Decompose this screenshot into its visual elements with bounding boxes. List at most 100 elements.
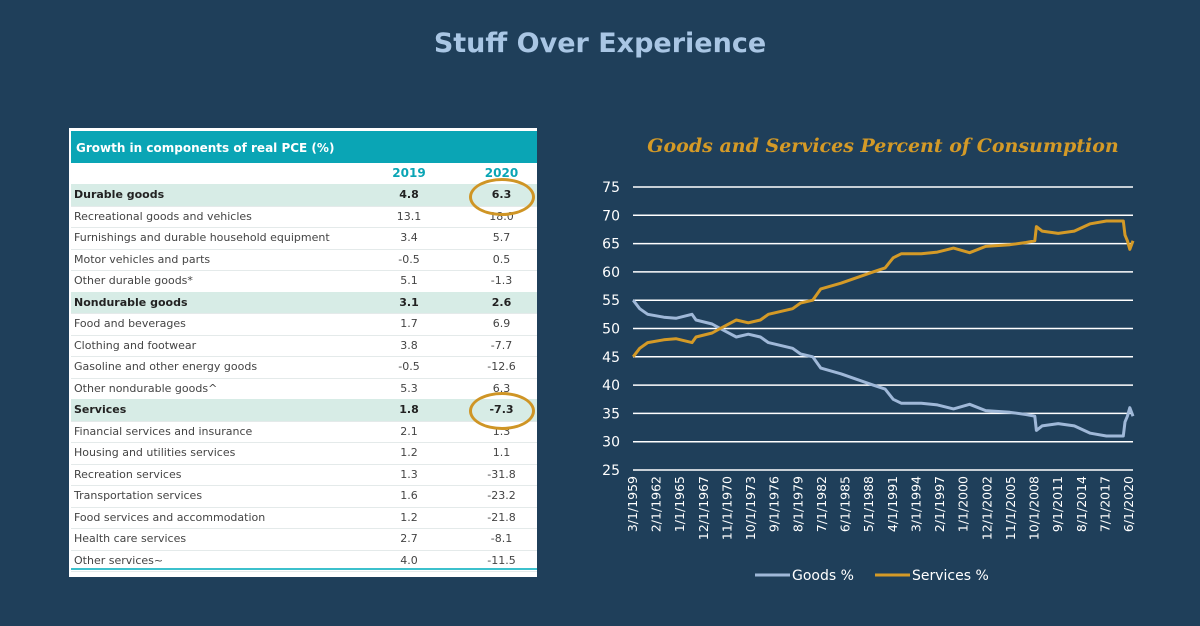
value-2019: 1.3	[400, 467, 418, 481]
value-2020: -21.8	[487, 510, 516, 524]
y-tick-label: 30	[602, 435, 620, 451]
table-title: Growth in components of real PCE (%)	[71, 131, 537, 163]
x-tick-label: 8/1/2014	[1074, 476, 1089, 532]
table-row: Other durable goods* 5.1 -1.3	[71, 270, 537, 293]
y-tick-label: 70	[602, 208, 620, 224]
x-tick-label: 3/1/1959	[625, 476, 640, 532]
x-tick-label: 10/1/1973	[743, 476, 758, 540]
row-label: Housing and utilities services	[74, 446, 236, 459]
value-2020: -8.1	[490, 532, 513, 545]
value-2019: -0.5	[398, 360, 420, 373]
x-tick-label: 9/1/1976	[767, 476, 782, 532]
value-2020: 0.5	[492, 252, 511, 266]
x-tick-label: 2/1/1962	[649, 476, 664, 532]
value-2020: -1.3	[490, 274, 513, 287]
value-2019: 4.8	[399, 188, 419, 201]
row-label: Gasoline and other energy goods	[74, 360, 258, 373]
table-row: Health care services 2.7 -8.1	[71, 528, 537, 551]
value-2019: 5.1	[400, 274, 418, 287]
series-line-services	[632, 219, 1135, 358]
y-tick-label: 40	[602, 378, 620, 394]
x-tick-label: 12/1/2002	[979, 476, 994, 540]
value-2019: 3.8	[400, 338, 418, 352]
row-label: Other durable goods*	[74, 274, 193, 287]
value-2020: 2.6	[491, 295, 512, 309]
table-row: Food services and accommodation 1.2 -21.8	[71, 507, 537, 530]
table-row: Transportation services 1.6 -23.2	[71, 485, 537, 508]
x-tick-label: 4/1/1991	[885, 476, 900, 532]
y-tick-label: 25	[602, 463, 620, 479]
column-header-2019: 2019	[392, 166, 426, 180]
x-tick-label: 12/1/1967	[696, 476, 711, 540]
table-row: Clothing and footwear 3.8 -7.7	[71, 335, 537, 358]
table-row: Gasoline and other energy goods -0.5 -12.6	[71, 356, 537, 379]
chart-title: Goods and Services Percent of Consumptio…	[647, 135, 1118, 157]
value-2020: 1.1	[492, 446, 511, 459]
table-row: Food and beverages 1.7 6.9	[71, 313, 537, 336]
row-label: Services	[74, 403, 127, 416]
x-tick-label: 6/1/2020	[1121, 476, 1136, 532]
y-tick-label: 60	[602, 265, 620, 281]
value-2019: 1.8	[399, 403, 419, 416]
value-2020: -23.2	[487, 489, 516, 502]
y-tick-label: 35	[602, 406, 620, 422]
value-2019: 3.4	[400, 231, 418, 244]
row-label: Clothing and footwear	[74, 338, 197, 352]
table-row: Recreation services 1.3 -31.8	[71, 464, 537, 487]
x-tick-label: 7/1/2017	[1097, 476, 1112, 532]
value-2019: 4.0	[400, 553, 418, 567]
value-2020: -11.5	[487, 553, 516, 567]
row-label: Food services and accommodation	[74, 510, 266, 524]
row-label: Nondurable goods	[74, 295, 188, 309]
value-2019: 13.1	[396, 209, 422, 223]
table-row: Motor vehicles and parts -0.5 0.5	[71, 249, 537, 272]
row-label: Motor vehicles and parts	[74, 252, 211, 266]
y-tick-label: 55	[602, 293, 620, 309]
column-header-2020: 2020	[484, 166, 519, 180]
y-tick-label: 45	[602, 350, 620, 366]
highlight-circle-durable	[469, 178, 535, 216]
highlight-circle-services	[469, 392, 535, 430]
row-label: Health care services	[74, 532, 187, 545]
x-tick-label: 11/1/2005	[1003, 476, 1018, 540]
table-row: Financial services and insurance 2.1 1.3	[71, 421, 537, 444]
value-2019: 5.3	[400, 381, 418, 395]
y-tick-label: 65	[602, 237, 620, 253]
page-title: Stuff Over Experience	[433, 28, 767, 59]
value-2019: 2.7	[400, 532, 418, 545]
row-label: Transportation services	[74, 489, 203, 502]
x-tick-label: 8/1/1979	[790, 476, 805, 532]
row-label: Recreation services	[74, 467, 182, 481]
value-2019: 3.1	[399, 295, 419, 309]
value-2020: 6.9	[492, 317, 511, 330]
table-bottom-rule	[71, 568, 537, 570]
x-tick-label: 5/1/1988	[861, 476, 876, 532]
value-2020: 6.3	[492, 381, 511, 395]
value-2019: 1.2	[400, 510, 418, 524]
table-row: Durable goods 4.8 6.3	[71, 184, 537, 207]
row-label: Food and beverages	[74, 317, 186, 330]
x-tick-label: 11/1/1970	[719, 476, 734, 540]
x-tick-label: 6/1/1985	[838, 476, 853, 532]
x-tick-label: 7/1/1982	[814, 476, 829, 532]
y-tick-label: 75	[602, 180, 620, 196]
row-label: Other services~	[74, 553, 164, 567]
value-2019: 1.6	[400, 489, 418, 502]
y-tick-label: 50	[602, 322, 620, 338]
value-2019: -0.5	[398, 252, 420, 266]
line-chart: Goods and Services Percent of Consumptio…	[602, 135, 1136, 584]
value-2020: 5.7	[492, 231, 511, 244]
table-row: Other services~ 4.0 -11.5	[71, 550, 537, 573]
table-row: Furnishings and durable household equipm…	[71, 227, 537, 250]
x-tick-label: 2/1/1997	[932, 476, 947, 532]
x-tick-label: 3/1/1994	[908, 476, 923, 532]
x-tick-label: 9/1/2011	[1050, 476, 1065, 532]
row-label: Financial services and insurance	[74, 424, 253, 438]
row-label: Durable goods	[74, 188, 165, 201]
row-label: Recreational goods and vehicles	[74, 209, 252, 223]
legend-label: Goods %	[792, 568, 854, 584]
value-2019: 1.2	[400, 446, 418, 459]
x-tick-label: 1/1/2000	[956, 476, 971, 532]
value-2019: 1.7	[400, 317, 418, 330]
x-tick-label: 10/1/2008	[1027, 476, 1042, 540]
